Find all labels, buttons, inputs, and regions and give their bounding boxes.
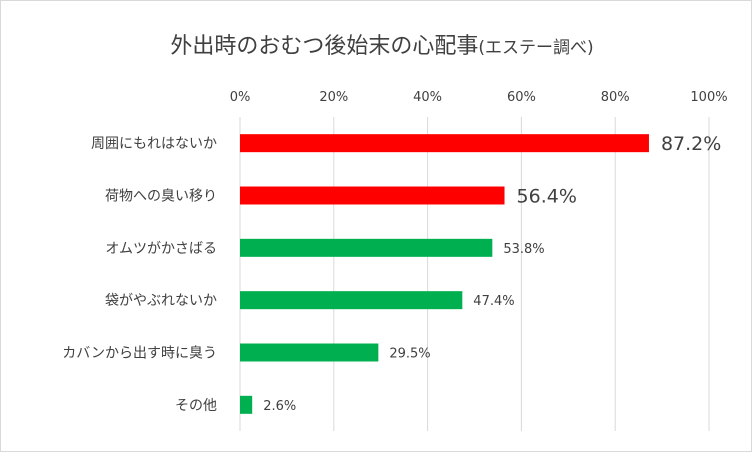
data-label: 87.2% [661,133,721,155]
bars [240,134,649,414]
category-label: 周囲にもれはないか [91,136,217,152]
x-tick-label: 40% [413,90,442,105]
x-tick-label: 100% [690,90,727,105]
data-label: 56.4% [517,186,577,208]
bar [240,238,493,257]
x-axis-tick-labels: 0% 20% 40% 60% 80% 100% [230,90,728,105]
bar [240,134,649,153]
bar [240,291,463,310]
category-label: オムツがかさばる [105,241,217,257]
x-tick-label: 0% [230,90,251,105]
data-label: 53.8% [503,242,544,257]
data-label: 47.4% [473,294,514,309]
x-tick-label: 80% [601,90,630,105]
category-label: カバンから出す時に臭う [62,346,217,362]
bar [240,186,505,205]
category-label: 袋がやぶれないか [105,293,217,309]
bar [240,343,379,362]
data-label: 29.5% [389,347,430,362]
category-label: 荷物への臭い移り [105,189,217,205]
data-label: 2.6% [263,399,296,414]
category-labels: 周囲にもれはないか荷物への臭い移りオムツがかさばる袋がやぶれないかカバンから出す… [62,136,217,414]
data-labels: 87.2% 56.4% 53.8% 47.4% 29.5% 2.6% [263,133,721,414]
x-tick-label: 20% [319,90,348,105]
category-label: その他 [175,398,217,414]
x-tick-label: 60% [507,90,536,105]
gridlines [239,117,710,431]
chart-title: 外出時のおむつ後始末の心配事(エステー調べ) [170,34,593,59]
bar [240,395,253,414]
